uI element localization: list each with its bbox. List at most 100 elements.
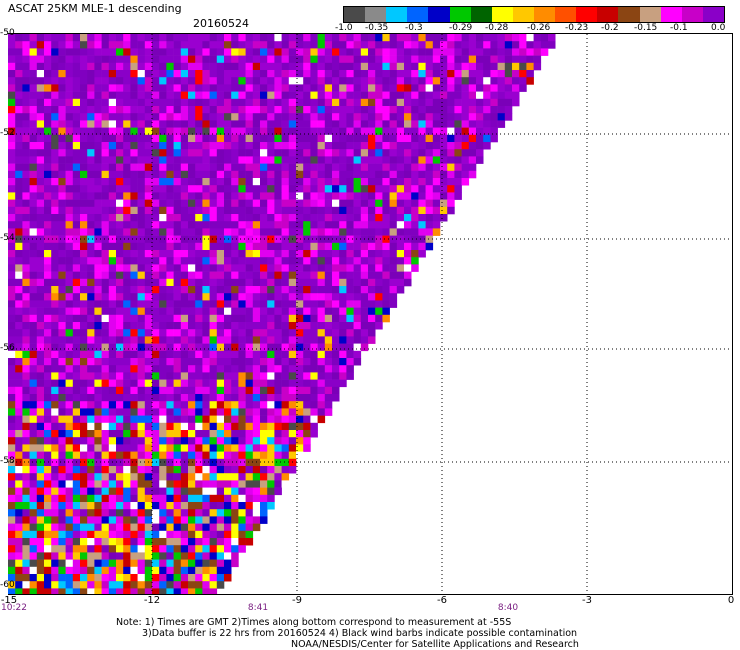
swath-cell <box>180 494 189 503</box>
swath-cell <box>404 221 412 229</box>
swath-cell <box>173 106 182 114</box>
swath-cell <box>87 451 95 460</box>
swath-cell <box>202 538 210 546</box>
swath-cell <box>260 242 268 251</box>
swath-cell <box>8 134 16 143</box>
swath-cell <box>418 127 426 136</box>
swath-cell <box>490 113 498 121</box>
swath-cell <box>267 502 275 510</box>
swath-cell <box>468 134 477 143</box>
swath-cell <box>58 149 66 157</box>
swath-cell <box>195 142 203 150</box>
swath-cell <box>346 343 354 352</box>
swath-cell <box>44 473 52 481</box>
swath-cell <box>58 250 66 258</box>
swath-cell <box>65 163 74 172</box>
swath-cell <box>324 286 333 294</box>
swath-cell <box>101 415 110 424</box>
swath-cell <box>396 221 405 229</box>
swath-cell <box>80 372 88 380</box>
swath-cell <box>202 192 210 200</box>
swath-cell <box>72 134 81 143</box>
swath-cell <box>288 242 297 251</box>
swath-cell <box>108 70 117 78</box>
swath-cell <box>216 581 225 589</box>
swath-cell <box>8 192 16 200</box>
swath-cell <box>44 358 52 366</box>
swath-cell <box>533 48 542 56</box>
swath-cell <box>8 149 16 157</box>
swath-cell <box>195 228 203 236</box>
swath-cell <box>202 250 210 258</box>
swath-cell <box>108 192 117 200</box>
swath-cell <box>281 415 290 424</box>
swath-cell <box>296 293 304 301</box>
swath-cell <box>202 386 210 395</box>
swath-cell <box>108 415 117 424</box>
swath-cell <box>310 242 318 251</box>
swath-cell <box>411 206 419 215</box>
swath-cell <box>339 314 347 323</box>
swath-cell <box>144 329 153 337</box>
swath-cell <box>65 336 74 344</box>
swath-cell <box>195 156 203 164</box>
swath-cell <box>476 77 484 85</box>
swath-cell <box>296 444 304 452</box>
swath-cell <box>180 293 189 301</box>
x-tick-label: -15 <box>0 595 18 606</box>
swath-cell <box>281 106 290 114</box>
swath-cell <box>180 142 189 150</box>
swath-cell <box>296 437 304 445</box>
swath-cell <box>166 34 174 42</box>
swath-cell <box>332 106 340 114</box>
swath-cell <box>281 358 290 366</box>
swath-cell <box>389 250 398 258</box>
swath-cell <box>260 444 268 452</box>
swath-cell <box>324 271 333 280</box>
swath-cell <box>101 372 110 380</box>
swath-cell <box>231 199 239 208</box>
swath-cell <box>411 250 419 258</box>
swath-cell <box>94 178 102 186</box>
swath-cell <box>36 170 45 179</box>
swath-cell <box>245 77 254 85</box>
swath-cell <box>461 134 470 143</box>
swath-cell <box>216 142 225 150</box>
swath-cell <box>94 113 102 121</box>
swath-cell <box>159 300 167 308</box>
swath-cell <box>80 502 88 510</box>
swath-cell <box>188 149 196 157</box>
swath-cell <box>375 170 383 179</box>
swath-cell <box>137 199 146 208</box>
swath-cell <box>108 336 117 344</box>
swath-cell <box>29 134 38 143</box>
swath-cell <box>209 48 218 56</box>
swath-cell <box>339 142 347 150</box>
swath-cell <box>87 401 95 409</box>
swath-cell <box>137 185 146 193</box>
swath-cell <box>238 55 246 64</box>
swath-cell <box>216 329 225 337</box>
swath-cell <box>87 516 95 524</box>
swath-cell <box>116 473 124 481</box>
swath-cell <box>411 242 419 251</box>
swath-cell <box>252 336 261 344</box>
swath-cell <box>418 84 426 92</box>
swath-cell <box>130 242 138 251</box>
swath-cell <box>65 365 74 373</box>
swath-cell <box>252 120 261 128</box>
swath-cell <box>36 329 45 337</box>
swath-cell <box>252 228 261 236</box>
swath-cell <box>72 574 81 582</box>
swath-cell <box>51 574 59 582</box>
swath-cell <box>101 77 110 85</box>
swath-cell <box>29 55 38 64</box>
swath-cell <box>195 307 203 316</box>
swath-cell <box>173 502 182 510</box>
swath-cell <box>252 350 261 359</box>
swath-cell <box>274 365 282 373</box>
swath-cell <box>274 379 282 388</box>
swath-cell <box>245 134 254 143</box>
swath-cell <box>238 523 246 532</box>
swath-cell <box>202 401 210 409</box>
